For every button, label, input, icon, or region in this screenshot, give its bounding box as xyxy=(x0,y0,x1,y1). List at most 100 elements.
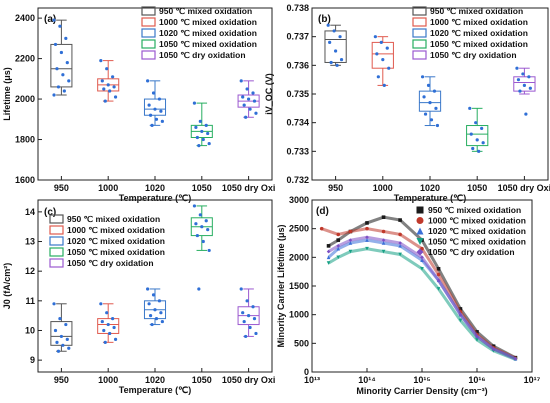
x-tick-label: 10¹⁷ xyxy=(524,375,541,385)
data-point xyxy=(336,244,341,248)
data-point xyxy=(435,123,440,128)
legend-entry: 1020 ℃ mixed oxidation xyxy=(67,236,165,246)
x-tick-label: 10¹⁶ xyxy=(468,375,485,385)
data-point xyxy=(55,340,59,344)
data-point xyxy=(328,40,332,45)
y-tick-label: 0.735 xyxy=(286,89,309,99)
y-tick-label: 1600 xyxy=(15,175,35,185)
data-point xyxy=(423,112,428,116)
data-point xyxy=(64,36,68,40)
data-point xyxy=(471,146,475,151)
x-tick-label: 1000 xyxy=(98,375,118,385)
y-tick-label: 1500 xyxy=(289,281,309,291)
data-point xyxy=(201,239,205,244)
x-tick-label: 10¹⁴ xyxy=(358,375,375,385)
data-point xyxy=(65,61,69,65)
legend-entry: 1050 ℃ dry oxidation xyxy=(430,50,517,60)
data-point xyxy=(62,89,66,93)
data-point xyxy=(204,123,208,127)
data-point xyxy=(458,318,463,323)
data-point xyxy=(252,317,257,321)
legend-swatch xyxy=(412,17,427,27)
panel-label: (c) xyxy=(44,207,56,218)
legend-swatch xyxy=(141,17,156,27)
data-point xyxy=(153,107,157,111)
data-point xyxy=(102,87,106,91)
y-tick-label: 0.733 xyxy=(286,146,309,156)
data-point xyxy=(436,278,441,283)
data-point xyxy=(398,232,402,237)
data-point xyxy=(251,305,255,309)
data-point xyxy=(154,317,159,321)
legend-entry: 950 ℃ mixed oxidation xyxy=(159,6,252,16)
series-line xyxy=(327,247,516,361)
box xyxy=(418,90,442,112)
panel-1: 0.732 0.733 0.734 0.735 0.736 0.737 0.738 950 10… xyxy=(264,3,550,203)
legend-swatch xyxy=(49,214,64,224)
data-point xyxy=(206,228,210,232)
data-point xyxy=(477,149,481,153)
data-point xyxy=(154,117,159,121)
data-point xyxy=(429,118,434,122)
legend-marker xyxy=(416,248,424,256)
data-point xyxy=(420,75,425,79)
data-point xyxy=(336,238,341,242)
box xyxy=(324,30,347,63)
legend-swatch xyxy=(49,247,64,257)
legend-swatch xyxy=(412,50,427,60)
data-point xyxy=(160,319,164,324)
data-point xyxy=(197,287,201,291)
data-point xyxy=(111,317,115,321)
data-point xyxy=(55,67,59,71)
data-point xyxy=(61,343,65,347)
data-point xyxy=(420,255,424,260)
data-point xyxy=(53,42,58,47)
legend-swatch xyxy=(412,6,427,16)
data-point xyxy=(56,349,61,353)
y-tick-label: 0.737 xyxy=(286,32,309,42)
data-point xyxy=(194,222,198,226)
legend-entry: 1050 ℃ dry oxidation xyxy=(159,50,246,60)
data-point xyxy=(151,293,156,297)
data-point xyxy=(475,330,479,334)
y-tick-label: 1800 xyxy=(15,135,35,145)
data-point xyxy=(106,322,110,327)
legend-entry: 1020 ℃ mixed oxidation xyxy=(430,28,528,38)
data-point xyxy=(381,249,386,254)
y-tick-label: 13 xyxy=(25,237,35,247)
y-tick-label: 2400 xyxy=(15,13,35,23)
data-point xyxy=(381,58,385,62)
data-point xyxy=(239,79,243,83)
y-tick-label: 0.734 xyxy=(286,118,309,128)
y-tick-label: 12 xyxy=(25,266,35,276)
legend-entry: 1020 ℃ mixed oxidation xyxy=(159,28,257,38)
data-point xyxy=(100,79,104,83)
legend-entry: 1000 ℃ mixed oxidation xyxy=(428,216,526,226)
data-point xyxy=(468,106,472,110)
y-tick-label: 3000 xyxy=(289,195,309,205)
data-point xyxy=(241,311,245,315)
y-tick-label: 2000 xyxy=(289,252,309,262)
x-axis-label: Temperature (℃) xyxy=(119,193,191,203)
data-point xyxy=(106,83,110,87)
legend-entry: 1050 ℃ mixed oxidation xyxy=(159,39,257,49)
panel-label: (b) xyxy=(318,14,331,25)
y-tick-label: 0.732 xyxy=(286,175,309,185)
data-point xyxy=(113,337,118,341)
data-point xyxy=(252,99,257,103)
data-point xyxy=(515,66,519,70)
data-point xyxy=(200,225,204,229)
data-point xyxy=(204,219,208,223)
legend-swatch xyxy=(49,225,64,235)
panel-0: 1600 1800 2000 2200 2400 950 1000 1020 1050 1050 … xyxy=(2,6,275,203)
data-point xyxy=(398,244,402,248)
data-point xyxy=(426,83,431,87)
y-axis-label: Minority Carrier Lifetime (μs) xyxy=(276,224,286,347)
data-point xyxy=(52,93,56,97)
data-point xyxy=(157,97,162,101)
data-point xyxy=(398,218,402,222)
box xyxy=(513,76,536,92)
data-point xyxy=(102,328,106,333)
panel-2: 9 10 11 12 13 14 950 1000 1020 1050 1050 dry Oxi Te… xyxy=(2,199,275,395)
